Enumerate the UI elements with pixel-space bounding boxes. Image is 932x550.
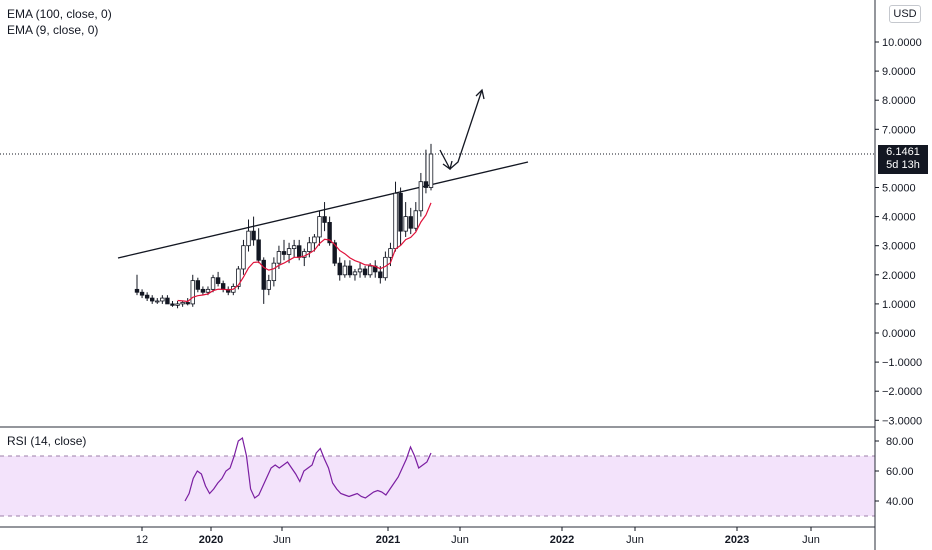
candle-body bbox=[408, 216, 413, 229]
candle-body bbox=[236, 268, 241, 287]
price-tick-label: 7.0000 bbox=[882, 124, 916, 136]
candle-body bbox=[403, 216, 408, 232]
candle-body bbox=[332, 242, 337, 264]
price-axis[interactable]: 10.0000 9.0000 8.0000 7.0000 5.0000 4.0000 3.0… bbox=[875, 37, 922, 427]
candle-body bbox=[200, 288, 206, 293]
rsi-tick-label: 60.00 bbox=[886, 466, 914, 478]
rsi-band bbox=[0, 456, 875, 516]
price-tick-label: −1.0000 bbox=[882, 357, 922, 369]
legend-ema9[interactable]: EMA (9, close, 0) bbox=[7, 23, 99, 37]
time-tick-label: 2022 bbox=[550, 534, 574, 546]
candle-body bbox=[195, 280, 201, 290]
candle-body bbox=[144, 294, 150, 299]
candle-body bbox=[134, 288, 140, 293]
last-price-value: 6.1461 bbox=[886, 146, 920, 158]
candle-body bbox=[210, 277, 216, 290]
rsi-axis[interactable]: 80.00 60.00 40.00 bbox=[875, 436, 914, 508]
price-tick-label: 0.0000 bbox=[882, 328, 916, 340]
candle-body bbox=[312, 236, 317, 244]
price-tick-label: 8.0000 bbox=[882, 95, 916, 107]
last-price-countdown: 5d 13h bbox=[886, 159, 920, 171]
candle-body bbox=[165, 297, 170, 305]
candle-body bbox=[362, 268, 368, 276]
time-tick-label: 2021 bbox=[376, 534, 400, 546]
candle-body bbox=[220, 283, 226, 290]
time-tick-label: 12 bbox=[136, 534, 148, 546]
projection-arrow[interactable] bbox=[439, 89, 483, 171]
candle-body bbox=[367, 265, 373, 276]
candle-body bbox=[347, 265, 353, 276]
candle-body bbox=[281, 251, 287, 255]
candles-group bbox=[134, 143, 434, 309]
candle-body bbox=[150, 297, 155, 302]
price-tick-label: −2.0000 bbox=[882, 386, 922, 398]
candle-body bbox=[413, 210, 418, 229]
candle-body bbox=[271, 262, 277, 282]
candle-body bbox=[180, 302, 185, 305]
rsi-tick-label: 80.00 bbox=[886, 436, 914, 448]
candle-body bbox=[342, 265, 348, 276]
candle-body bbox=[175, 303, 180, 306]
price-tick-label: 4.0000 bbox=[882, 212, 916, 224]
arrow-head-small bbox=[442, 160, 453, 171]
time-tick-label: 2020 bbox=[199, 534, 223, 546]
arrow-head-large bbox=[475, 88, 485, 100]
currency-button[interactable]: USD bbox=[889, 5, 921, 23]
candle-body bbox=[302, 251, 307, 258]
candle-body bbox=[357, 268, 363, 273]
candle-body bbox=[241, 245, 246, 270]
legend-ema100[interactable]: EMA (100, close, 0) bbox=[7, 7, 112, 21]
candle-body bbox=[160, 297, 165, 302]
price-tick-label: 2.0000 bbox=[882, 270, 916, 282]
candle-body bbox=[190, 280, 195, 305]
legend-rsi[interactable]: RSI (14, close) bbox=[7, 434, 87, 448]
price-tick-label: −3.0000 bbox=[882, 415, 922, 427]
candle-body bbox=[286, 248, 292, 255]
candle-body bbox=[423, 181, 429, 188]
candle-body bbox=[428, 153, 434, 188]
candle-body bbox=[205, 288, 211, 293]
candle-body bbox=[261, 259, 266, 290]
time-tick-label: Jun bbox=[626, 534, 644, 546]
candle-body bbox=[418, 181, 424, 212]
candle-body bbox=[256, 239, 261, 261]
rsi-line bbox=[184, 436, 432, 502]
candle-body bbox=[317, 216, 322, 238]
time-tick-label: Jun bbox=[273, 534, 291, 546]
time-tick-label: 2023 bbox=[725, 534, 749, 546]
candle-body bbox=[251, 230, 256, 241]
candle-body bbox=[185, 302, 190, 305]
trendline[interactable] bbox=[117, 161, 529, 259]
candle-body bbox=[337, 262, 342, 276]
candle-body bbox=[393, 192, 398, 250]
candle-body bbox=[266, 280, 271, 290]
price-tick-label: 5.0000 bbox=[882, 183, 916, 195]
candle-body bbox=[215, 277, 221, 284]
candle-body bbox=[307, 242, 312, 252]
candle-body bbox=[327, 222, 332, 244]
candle-body bbox=[170, 303, 175, 306]
price-tick-label: 3.0000 bbox=[882, 241, 916, 253]
candle-body bbox=[352, 271, 358, 276]
rsi-tick-label: 40.00 bbox=[886, 496, 914, 508]
candle-body bbox=[388, 248, 393, 258]
candle-body bbox=[155, 300, 160, 303]
last-price-tag: 6.1461 5d 13h bbox=[878, 145, 928, 174]
candle-body bbox=[276, 251, 282, 264]
ema-line bbox=[177, 202, 432, 303]
price-tick-label: 9.0000 bbox=[882, 66, 916, 78]
candle-body bbox=[322, 216, 327, 223]
candle-body bbox=[378, 271, 383, 279]
candle-body bbox=[291, 245, 297, 250]
price-tick-label: 1.0000 bbox=[882, 299, 916, 311]
time-axis[interactable]: 12 2020 Jun 2021 Jun 2022 Jun 2023 Jun bbox=[136, 527, 820, 546]
price-tick-label: 10.0000 bbox=[882, 37, 922, 49]
candle-body bbox=[246, 230, 251, 247]
candle-body bbox=[398, 192, 403, 232]
time-tick-label: Jun bbox=[802, 534, 820, 546]
candle-body bbox=[297, 245, 302, 258]
candle-body bbox=[139, 291, 145, 296]
time-tick-label: Jun bbox=[451, 534, 469, 546]
